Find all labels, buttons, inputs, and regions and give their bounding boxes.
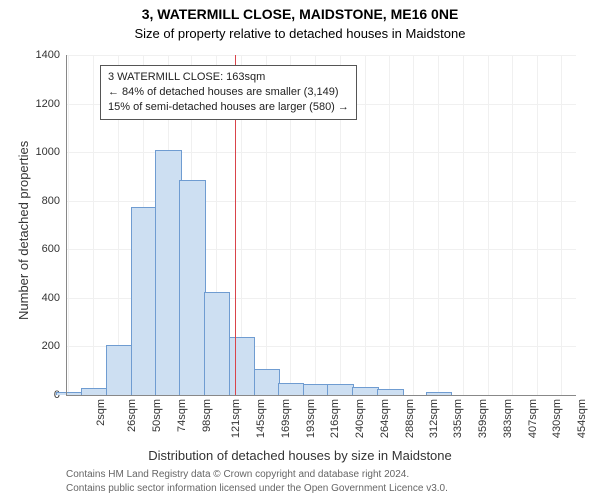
info-line-1: 3 WATERMILL CLOSE: 163sqm	[108, 70, 349, 85]
x-tick-label: 359sqm	[477, 399, 489, 438]
x-tick-label: 98sqm	[201, 399, 213, 432]
y-tick-label: 400	[42, 292, 66, 304]
gridline-v	[413, 55, 414, 395]
gridline-v	[438, 55, 439, 395]
x-tick-label: 383sqm	[502, 399, 514, 438]
histogram-bar	[254, 369, 280, 396]
y-axis-label: Number of detached properties	[16, 141, 31, 320]
histogram-bar	[352, 387, 378, 395]
gridline-v	[463, 55, 464, 395]
info-line-3: 15% of semi-detached houses are larger (…	[108, 100, 349, 115]
histogram-bar	[278, 383, 304, 395]
histogram-bar	[106, 345, 132, 395]
x-tick-label: 430sqm	[551, 399, 563, 438]
y-tick-label: 1000	[36, 146, 66, 158]
x-tick-label: 454sqm	[576, 399, 588, 438]
x-tick-label: 169sqm	[280, 399, 292, 438]
page-subtitle: Size of property relative to detached ho…	[0, 26, 600, 41]
chart-container: 3, WATERMILL CLOSE, MAIDSTONE, ME16 0NE …	[0, 0, 600, 500]
x-tick-label: 407sqm	[527, 399, 539, 438]
gridline-v	[365, 55, 366, 395]
gridline-h	[66, 152, 576, 153]
gridline-h	[66, 201, 576, 202]
x-axis-label: Distribution of detached houses by size …	[0, 448, 600, 463]
footer-line-1: Contains HM Land Registry data © Crown c…	[66, 468, 448, 482]
histogram-bar	[131, 207, 157, 395]
x-tick-label: 2sqm	[95, 399, 107, 426]
x-axis-line	[66, 395, 576, 396]
histogram-bar	[303, 384, 329, 395]
x-tick-label: 50sqm	[151, 399, 163, 432]
y-tick-label: 800	[42, 195, 66, 207]
y-tick-label: 1200	[36, 98, 66, 110]
gridline-v	[488, 55, 489, 395]
y-tick-label: 600	[42, 243, 66, 255]
x-tick-label: 312sqm	[429, 399, 441, 438]
x-tick-label: 26sqm	[126, 399, 138, 432]
histogram-bar	[327, 384, 353, 395]
gridline-v	[512, 55, 513, 395]
gridline-h	[66, 55, 576, 56]
page-title: 3, WATERMILL CLOSE, MAIDSTONE, ME16 0NE	[0, 6, 600, 22]
x-tick-label: 288sqm	[404, 399, 416, 438]
gridline-v	[389, 55, 390, 395]
y-axis-line	[66, 55, 67, 395]
x-tick-label: 264sqm	[379, 399, 391, 438]
x-tick-label: 240sqm	[354, 399, 366, 438]
gridline-v	[561, 55, 562, 395]
x-tick-label: 145sqm	[255, 399, 267, 438]
info-box: 3 WATERMILL CLOSE: 163sqm ← 84% of detac…	[100, 65, 357, 120]
histogram-bar	[204, 292, 230, 395]
info-line-2: ← 84% of detached houses are smaller (3,…	[108, 85, 349, 100]
y-tick-label: 200	[42, 340, 66, 352]
x-tick-label: 121sqm	[231, 399, 243, 438]
x-tick-label: 335sqm	[452, 399, 464, 438]
gridline-v	[537, 55, 538, 395]
x-tick-label: 193sqm	[305, 399, 317, 438]
footer: Contains HM Land Registry data © Crown c…	[66, 468, 448, 495]
gridline-v	[68, 55, 69, 395]
footer-line-2: Contains public sector information licen…	[66, 482, 448, 496]
y-tick-label: 1400	[36, 49, 66, 61]
histogram-bar	[81, 388, 107, 395]
histogram-bar	[229, 337, 255, 395]
x-tick-label: 216sqm	[329, 399, 341, 438]
gridline-v	[93, 55, 94, 395]
x-tick-label: 74sqm	[176, 399, 188, 432]
histogram-bar	[179, 180, 205, 395]
histogram-bar	[155, 150, 181, 395]
